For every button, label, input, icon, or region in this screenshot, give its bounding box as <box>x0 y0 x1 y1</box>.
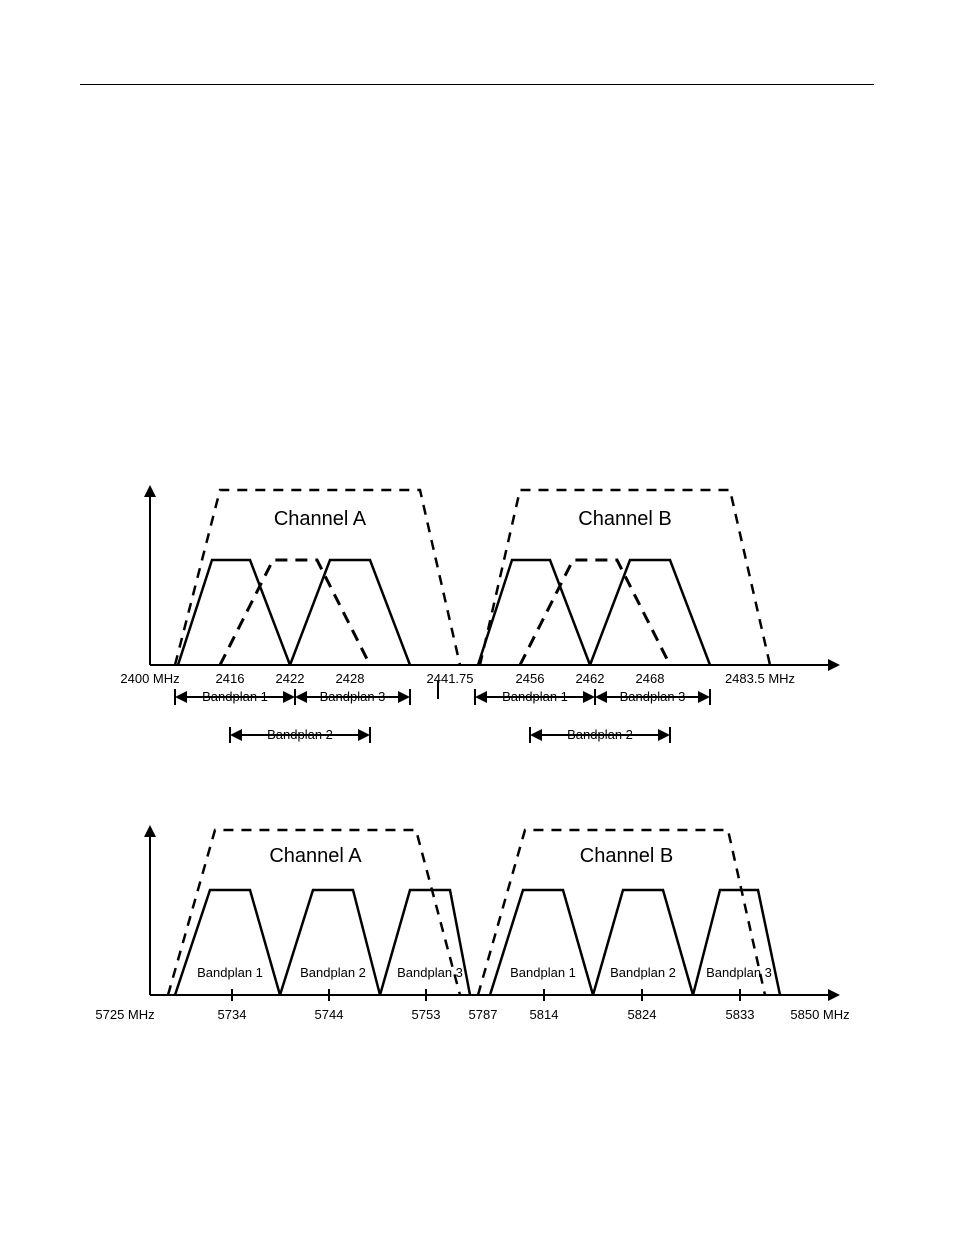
d1-tick-1: 2416 <box>216 671 245 686</box>
d2-bp-5: Bandplan 3 <box>706 965 772 980</box>
d1-tick-4: 2441.75 <box>427 671 474 686</box>
d1-channel-b: Channel B <box>578 508 671 531</box>
d1-bp-row1-1: Bandplan 3 <box>320 689 386 704</box>
top-rule <box>80 84 874 85</box>
d2-bp-1: Bandplan 2 <box>300 965 366 980</box>
d1-tick-2: 2422 <box>276 671 305 686</box>
d2-channel-b: Channel B <box>580 845 673 868</box>
d1-tick-7: 2468 <box>636 671 665 686</box>
d1-bp-row1-2: Bandplan 1 <box>502 689 568 704</box>
d1-bp-row2-0: Bandplan 2 <box>267 727 333 742</box>
d2-tick-4: 5787 <box>469 1007 498 1022</box>
d2-tick-1: 5734 <box>218 1007 247 1022</box>
d2-tick-7: 5833 <box>726 1007 755 1022</box>
d2-bp-4: Bandplan 2 <box>610 965 676 980</box>
d2-tick-5: 5814 <box>530 1007 559 1022</box>
diagram-2400mhz <box>120 475 840 775</box>
d1-tick-5: 2456 <box>516 671 545 686</box>
d2-tick-0: 5725 MHz <box>95 1007 154 1022</box>
d2-tick-2: 5744 <box>315 1007 344 1022</box>
page: 2400 MHz 2416 2422 2428 2441.75 2456 2462 2468 2… <box>0 0 954 1235</box>
d1-bp-row1-0: Bandplan 1 <box>202 689 268 704</box>
d2-tick-8: 5850 MHz <box>790 1007 849 1022</box>
d2-tick-6: 5824 <box>628 1007 657 1022</box>
d1-tick-6: 2462 <box>576 671 605 686</box>
d1-tick-3: 2428 <box>336 671 365 686</box>
d1-tick-0: 2400 MHz <box>120 671 179 686</box>
d2-channel-a: Channel A <box>269 845 361 868</box>
d2-bp-3: Bandplan 1 <box>510 965 576 980</box>
d2-tick-3: 5753 <box>412 1007 441 1022</box>
d1-bp-row1-3: Bandplan 3 <box>620 689 686 704</box>
d2-bp-0: Bandplan 1 <box>197 965 263 980</box>
d1-tick-8: 2483.5 MHz <box>725 671 795 686</box>
d2-bp-2: Bandplan 3 <box>397 965 463 980</box>
d1-channel-a: Channel A <box>274 508 366 531</box>
d1-bp-row2-1: Bandplan 2 <box>567 727 633 742</box>
